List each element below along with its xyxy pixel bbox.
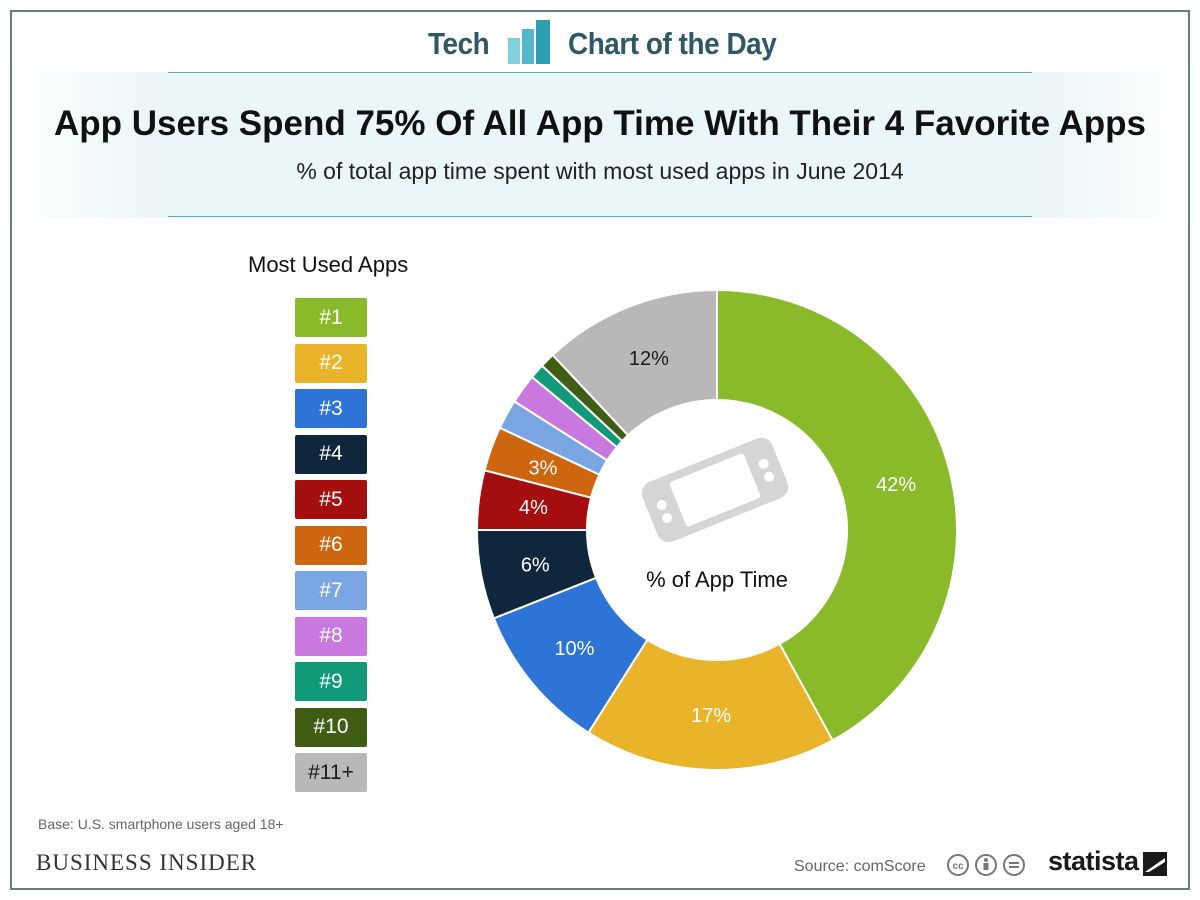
legend-item: #2 [295,343,367,383]
divider-bottom [168,216,1032,217]
svg-text:cc: cc [952,861,964,872]
header: Tech Chart of the Day [12,12,1188,82]
slice-value-label: 4% [519,497,548,519]
legend-item: #6 [295,525,367,565]
creative-commons-icon: cc [947,854,1025,876]
legend-item: #11+ [295,753,367,792]
legend-item: #10 [295,707,367,747]
slice-value-label: 3% [528,457,557,479]
legend-item: #9 [295,662,367,701]
legend-item: #5 [295,480,367,519]
donut-center-label: % of App Time [646,567,788,592]
legend-title: Most Used Apps [248,252,409,277]
chart-subtitle: % of total app time spent with most used… [296,158,904,184]
statista-logo: statista [1048,846,1139,876]
chart-title: App Users Spend 75% Of All App Time With… [54,104,1146,143]
slice-value-label: 12% [629,348,669,370]
base-note: Base: U.S. smartphone users aged 18+ [38,816,284,832]
donut-chart: 42% 17% 10% 6% 4% 3% 12% % of App Time [475,288,958,771]
legend-item: #1 [295,298,367,337]
chart-frame: Tech Chart of the Day App Users Spend 75… [10,10,1190,890]
header-chart-of-the-day: Chart of the Day [568,26,777,61]
legend-item: #8 [295,616,367,656]
legend-item: #7 [295,571,367,610]
legend-item: #4 [295,434,367,474]
slice-value-label: 10% [554,638,594,660]
business-insider-logo: BUSINESS INSIDER [36,850,258,875]
phone-icon [641,437,789,543]
legend-item: #3 [295,389,367,428]
header-tech-label: Tech [428,26,490,61]
slice-value-label: 42% [876,474,916,496]
divider-top [168,72,1032,73]
source-note: Source: comScore [794,858,926,875]
donut-slice [587,638,834,771]
title-band [12,72,1188,218]
slice-value-label: 6% [521,555,550,577]
donut-slice [716,288,958,742]
statista-mark-icon [1143,852,1167,876]
slice-value-label: 17% [691,705,731,727]
chart-logo-icon [508,20,550,64]
donut-slice [551,288,718,437]
